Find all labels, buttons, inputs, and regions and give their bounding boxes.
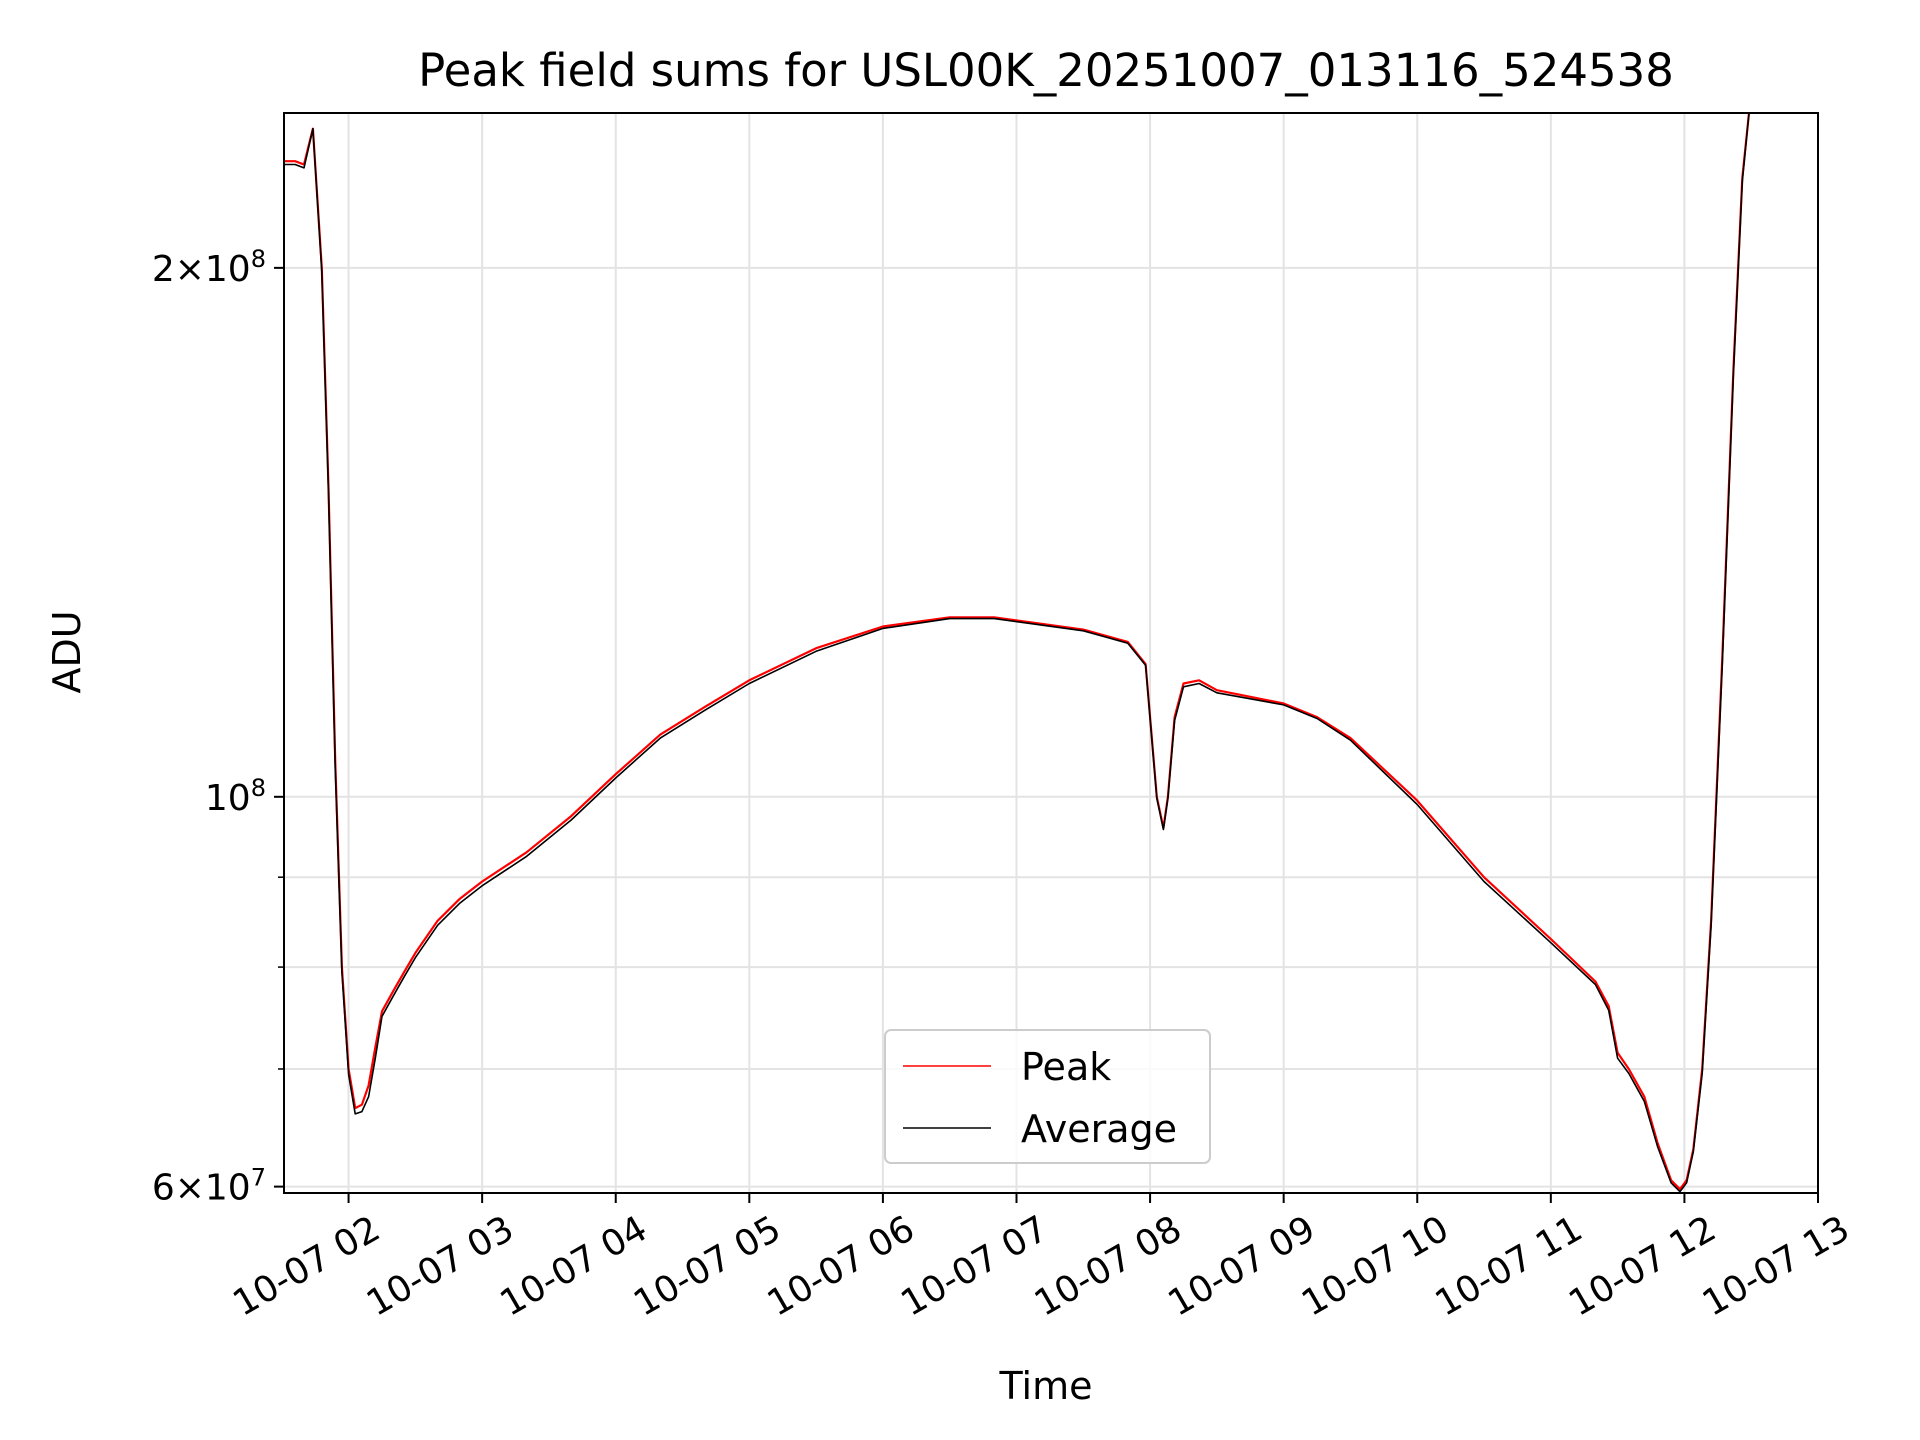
series-line-peak [284,113,1751,1191]
legend-label-peak: Peak [1021,1045,1111,1089]
series-line-average [284,113,1750,1193]
y-tick-label: 2×108 [152,245,266,290]
legend-box [884,1029,1211,1164]
series-layer [284,113,1751,1193]
y-tick-label: 108 [205,774,266,819]
y-tick-label: 6×107 [152,1164,266,1209]
legend: Peak Average [884,1029,1211,1164]
chart-title: Peak field sums for USL00K_20251007_0131… [418,44,1674,97]
y-axis-label: ADU [45,610,89,693]
legend-label-average: Average [1021,1107,1177,1151]
plot-frame [283,112,1819,1194]
x-axis-label: Time [999,1364,1093,1408]
y-axis: 6×107 108 2×108 [152,245,284,1209]
